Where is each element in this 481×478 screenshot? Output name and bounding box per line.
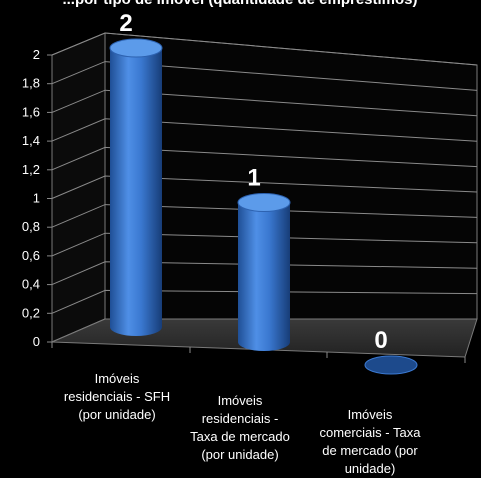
category-label-line: Imóveis <box>348 407 393 422</box>
gridline <box>51 32 478 66</box>
category-label-line: comerciais - Taxa <box>320 425 422 440</box>
bar <box>364 355 418 375</box>
y-tick-label: 0,4 <box>22 277 40 292</box>
bar <box>110 48 162 336</box>
gridline <box>51 232 478 257</box>
gridline <box>51 204 478 228</box>
data-label: 1 <box>247 165 260 192</box>
gridline <box>51 175 478 199</box>
category-label-line: residenciais - <box>202 411 279 426</box>
y-tick-label: 1 <box>33 191 40 206</box>
category-label-line: Imóveis <box>95 371 140 386</box>
category-label-line: residenciais - SFH <box>64 389 170 404</box>
category-label-line: (por unidade) <box>78 407 155 422</box>
gridline <box>51 89 478 117</box>
gridline <box>51 289 478 314</box>
y-tick-label: 1,6 <box>22 104 40 119</box>
category-label-line: de mercado (por <box>322 443 418 458</box>
bar-top <box>109 38 163 58</box>
y-tick-label: 1,2 <box>22 162 40 177</box>
category-label-line: Imóveis <box>218 393 263 408</box>
y-tick-label: 1,4 <box>22 133 40 148</box>
y-tick-label: 0,8 <box>22 219 40 234</box>
y-tick-label: 0,2 <box>22 305 40 320</box>
data-label: 2 <box>119 10 132 37</box>
y-tick-label: 0 <box>33 334 40 349</box>
category-label-line: unidade) <box>345 461 396 476</box>
gridline <box>51 118 478 142</box>
data-label: 0 <box>374 327 387 354</box>
bar <box>238 202 290 351</box>
category-label: Imóveis residenciais - SFH (por unidade) <box>64 371 170 422</box>
gridline <box>51 146 478 171</box>
chart-title: ...por tipo de imóvel (quantidade de emp… <box>62 0 417 8</box>
gridline <box>51 61 478 91</box>
gridline <box>51 261 478 286</box>
y-tick-label: 0,6 <box>22 248 40 263</box>
category-label-line: (por unidade) <box>201 447 278 462</box>
category-label: Imóveis residenciais - Taxa de mercado (por… <box>190 393 290 462</box>
y-tick-label: 1,8 <box>22 76 40 91</box>
bar-top <box>237 193 291 212</box>
category-label-line: Taxa de mercado <box>190 429 290 444</box>
y-tick-label: 2 <box>33 47 40 62</box>
category-label: Imóveis comerciais - Taxa de mercado (por u… <box>320 407 422 476</box>
